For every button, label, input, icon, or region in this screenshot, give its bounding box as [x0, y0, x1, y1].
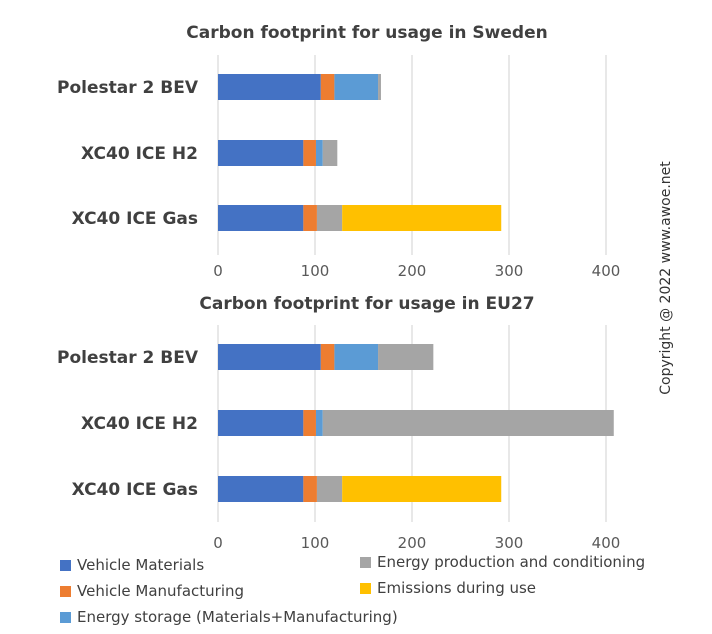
chart-title: Carbon footprint for usage in EU27 — [199, 294, 534, 314]
bar-energy-storage-materials-manufacturing — [334, 74, 379, 100]
bar-energy-production-and-conditioning — [316, 476, 343, 502]
bar-vehicle-manufacturing — [303, 476, 317, 502]
bar-energy-storage-materials-manufacturing — [334, 344, 379, 370]
bar-energy-production-and-conditioning — [378, 344, 434, 370]
bar-vehicle-materials — [218, 476, 304, 502]
bar-vehicle-materials — [218, 410, 304, 436]
bar-emissions-during-use — [342, 205, 502, 231]
category-label: XC40 ICE H2 — [81, 414, 198, 434]
category-label: XC40 ICE Gas — [72, 480, 198, 500]
bar-emissions-during-use — [342, 476, 502, 502]
bar-vehicle-materials — [218, 74, 321, 100]
bar-energy-production-and-conditioning — [316, 205, 343, 231]
category-label: Polestar 2 BEV — [57, 78, 199, 98]
copyright-text: Copyright @ 2022 www.awoe.net — [658, 161, 674, 395]
x-tick-label: 400 — [592, 262, 621, 280]
bar-energy-storage-materials-manufacturing — [315, 410, 323, 436]
bar-vehicle-manufacturing — [320, 344, 335, 370]
x-tick-label: 300 — [495, 262, 524, 280]
x-tick-label: 200 — [398, 262, 427, 280]
bar-energy-production-and-conditioning — [322, 410, 614, 436]
bar-vehicle-manufacturing — [303, 410, 316, 436]
bar-vehicle-materials — [218, 205, 304, 231]
category-label: Polestar 2 BEV — [57, 348, 199, 368]
bar-energy-production-and-conditioning — [378, 74, 381, 100]
bar-energy-production-and-conditioning — [322, 140, 338, 166]
bar-vehicle-manufacturing — [303, 205, 317, 231]
category-label: XC40 ICE H2 — [81, 144, 198, 164]
x-tick-label: 0 — [213, 534, 223, 552]
bar-vehicle-materials — [218, 344, 321, 370]
x-tick-label: 100 — [301, 262, 330, 280]
x-tick-label: 0 — [213, 262, 223, 280]
bar-vehicle-manufacturing — [303, 140, 316, 166]
x-tick-label: 100 — [301, 534, 330, 552]
category-label: XC40 ICE Gas — [72, 209, 198, 229]
chart-title: Carbon footprint for usage in Sweden — [186, 23, 547, 43]
bar-vehicle-materials — [218, 140, 304, 166]
x-tick-label: 200 — [398, 534, 427, 552]
bar-energy-storage-materials-manufacturing — [315, 140, 323, 166]
x-tick-label: 400 — [592, 534, 621, 552]
x-tick-label: 300 — [495, 534, 524, 552]
bar-vehicle-manufacturing — [320, 74, 335, 100]
